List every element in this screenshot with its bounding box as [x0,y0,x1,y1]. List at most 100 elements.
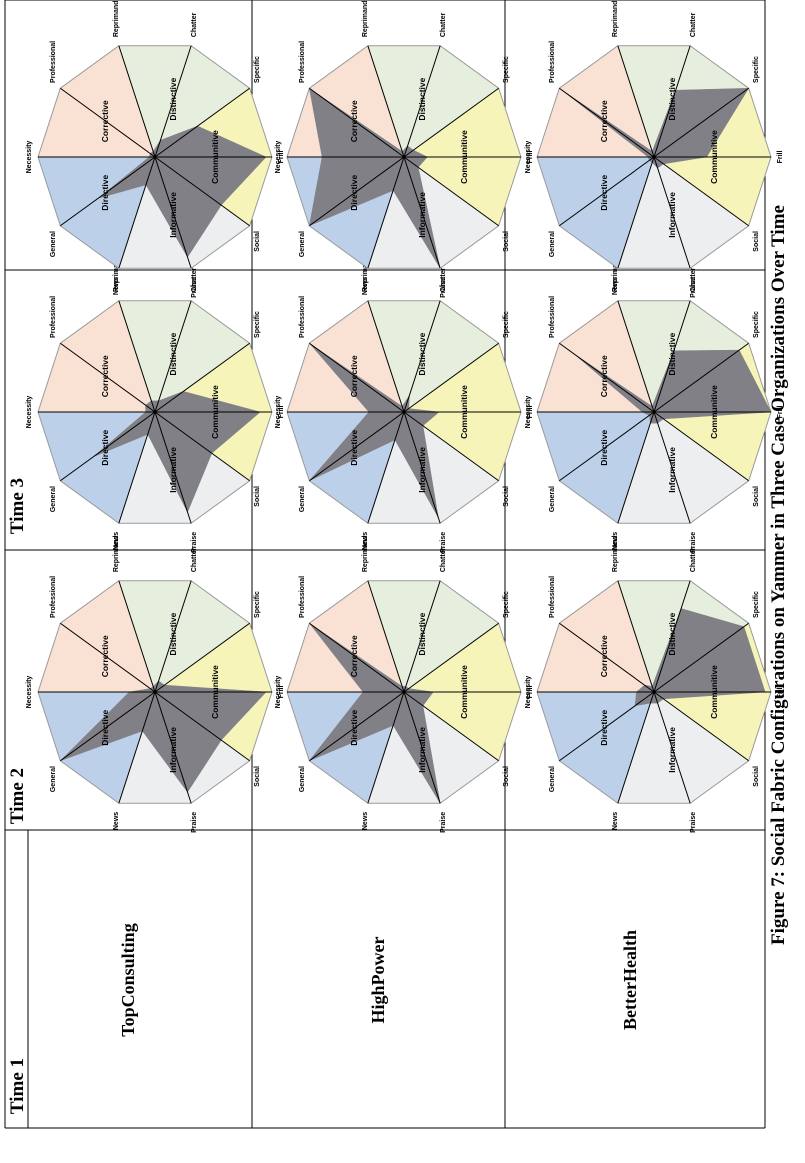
sector-label-communitive: Communitive [709,385,719,439]
spoke-professional [60,87,156,158]
spoke-news [367,411,405,524]
spoke-chatter [403,300,441,413]
sector-corrective [38,45,155,157]
sector-label-corrective: Corrective [100,100,110,142]
radar-panel-betterhealth-time-2: Necessity General News Praise Social Frill Spe… [525,256,784,553]
time-headers: Time 1 Time 2 Time 3 [7,478,28,1114]
axis-label-chatter: Chatter [690,12,697,37]
radar-panel-topconsulting-time-1: Necessity General News Praise Social Frill Spe… [26,536,285,833]
sector-distinctive [367,45,499,157]
axis-label-social: Social [753,766,760,787]
spoke-chatter [653,45,691,158]
axis-label-necessity: Necessity [275,396,282,429]
spoke-praise [653,411,691,524]
spoke-reprimand [617,580,655,693]
organization-labels: TopConsulting HighPower BetterHealth [118,923,640,1036]
spoke-reprimand [118,300,156,413]
sector-informative [617,412,749,524]
time-header-1: Time 1 [7,1058,28,1114]
sector-distinctive [118,45,250,157]
axis-label-frill: Frill [527,151,534,164]
axis-label-specific: Specific [254,311,261,338]
time-header-2: Time 2 [7,768,28,824]
sector-label-directive: Directive [100,175,110,211]
axis-label-chatter: Chatter [690,267,697,292]
sector-label-corrective: Corrective [349,355,359,397]
spoke-chatter [403,45,441,158]
axis-label-reprimand: Reprimand [113,1,120,38]
spoke-social [154,691,250,762]
sector-label-directive: Directive [349,710,359,746]
axis-label-frill: Frill [278,406,285,419]
spoke-specific [154,87,250,158]
sector-label-communitive: Communitive [210,665,220,719]
spoke-social [403,691,499,762]
sector-label-communitive: Communitive [210,385,220,439]
axis-label-chatter: Chatter [191,547,198,572]
axis-label-professional: Professional [549,576,556,618]
axis-label-specific: Specific [503,311,510,338]
spoke-professional [559,87,655,158]
time-header-3: Time 3 [7,478,28,534]
sector-corrective [287,580,404,692]
spoke-specific [403,87,499,158]
radar-panel-betterhealth-time-1: Necessity General News Praise Social Frill Spe… [525,536,784,833]
axis-label-news: News [612,277,619,295]
sector-label-directive: Directive [349,175,359,211]
axis-label-praise: Praise [440,812,447,833]
axis-label-frill: Frill [527,686,534,699]
sector-informative [617,157,749,269]
sector-label-informative: Informative [667,192,677,238]
axis-label-specific: Specific [503,591,510,618]
axis-label-reprimand: Reprimand [113,536,120,573]
sector-corrective [287,300,404,412]
sector-label-communitive: Communitive [709,130,719,184]
spoke-professional [60,622,156,693]
spoke-news [617,691,655,804]
sector-label-distinctive: Distinctive [667,77,677,120]
sector-label-informative: Informative [667,447,677,493]
sector-distinctive [367,300,499,412]
org-label-highpower: HighPower [368,937,388,1024]
axis-label-news: News [113,812,120,830]
spoke-specific [653,87,749,158]
sector-label-informative: Informative [417,447,427,493]
spoke-general [60,156,156,227]
sector-label-informative: Informative [667,727,677,773]
axis-label-chatter: Chatter [440,267,447,292]
sector-label-distinctive: Distinctive [667,332,677,375]
axis-label-reprimand: Reprimand [362,536,369,573]
sector-distinctive [118,580,250,692]
axis-label-social: Social [503,231,510,252]
spoke-news [367,691,405,804]
axis-label-praise: Praise [191,277,198,298]
spoke-praise [653,156,691,269]
axis-label-news: News [362,277,369,295]
axis-label-general: General [549,231,556,257]
radar-panel-betterhealth-time-3: Necessity General News Praise Social Frill Spe… [525,1,784,298]
spoke-social [403,411,499,482]
radar-panel-highpower-time-2: Necessity General News Praise Social Frill Spe… [275,256,534,553]
axis-label-professional: Professional [549,296,556,338]
axis-label-necessity: Necessity [26,141,33,174]
axis-label-praise: Praise [690,812,697,833]
axis-label-news: News [113,277,120,295]
axis-label-specific: Specific [503,56,510,83]
axis-label-frill: Frill [278,151,285,164]
spoke-news [118,156,156,269]
spoke-news [617,411,655,524]
spoke-praise [403,156,441,269]
radar-panel-highpower-time-1: Necessity General News Praise Social Frill Spe… [275,536,534,833]
spoke-general [60,691,156,762]
sector-corrective [537,45,654,157]
axis-label-necessity: Necessity [525,141,532,174]
axis-label-general: General [299,766,306,792]
axis-label-general: General [299,231,306,257]
axis-label-chatter: Chatter [191,12,198,37]
sector-label-corrective: Corrective [349,100,359,142]
spoke-praise [154,156,192,269]
spoke-praise [154,411,192,524]
spoke-praise [653,691,691,804]
axis-label-general: General [299,486,306,512]
org-label-topconsulting: TopConsulting [118,923,138,1036]
